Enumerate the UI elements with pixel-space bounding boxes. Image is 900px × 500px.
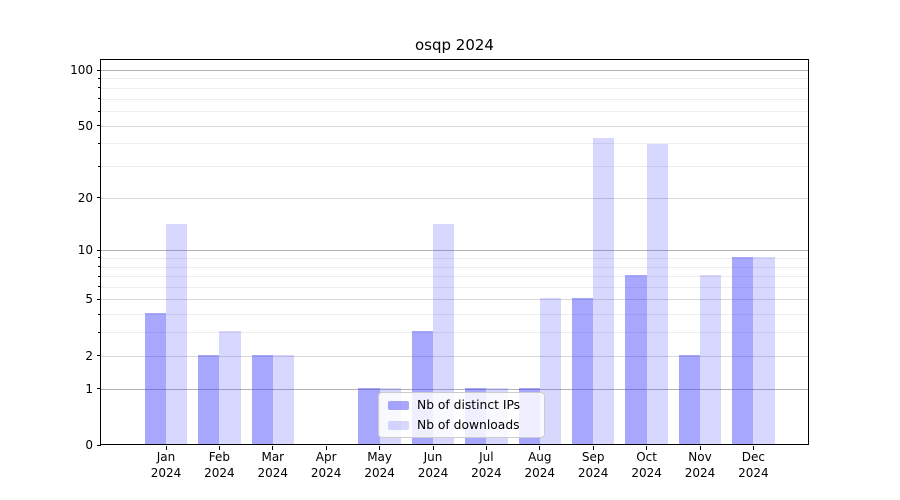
y-tick-mark-0 — [96, 444, 101, 446]
y-tick-label-1: 1 — [85, 381, 93, 396]
y-minor-tick-mark-90 — [98, 77, 101, 79]
bar-sep-2024-distinct-ips — [571, 298, 594, 444]
gridline-100 — [101, 70, 808, 71]
legend-label-downloads: Nb of downloads — [417, 418, 520, 432]
y-tick-mark-100 — [96, 69, 101, 71]
x-tick-mark-nov — [699, 446, 701, 450]
y-tick-label-2: 2 — [85, 348, 93, 363]
x-tick-mark-may — [379, 446, 381, 450]
x-tick-mark-jan — [165, 446, 167, 450]
bar-mar-2024-distinct-ips — [251, 354, 273, 444]
gridline-9 — [101, 257, 808, 259]
gridline-80 — [101, 87, 808, 89]
bar-feb-2024-distinct-ips — [198, 354, 220, 444]
x-tick-label-jan-2024: Jan 2024 — [150, 450, 182, 480]
legend: Nb of distinct IPs Nb of downloads — [378, 392, 545, 438]
x-tick-mark-apr — [325, 446, 327, 450]
y-tick-mark-2 — [96, 355, 101, 357]
plot-area — [100, 59, 809, 445]
x-tick-label-aug-2024: Aug 2024 — [524, 450, 556, 480]
y-tick-label-5: 5 — [85, 292, 93, 307]
bar-may-2024-distinct-ips — [358, 387, 380, 444]
y-tick-mark-10 — [96, 249, 101, 251]
gridline-5 — [101, 299, 808, 301]
gridline-20 — [101, 197, 808, 199]
bar-feb-2024-downloads — [219, 331, 241, 444]
y-tick-mark-50 — [96, 125, 101, 126]
x-tick-mark-feb — [218, 446, 220, 450]
y-minor-tick-mark-3 — [98, 331, 101, 333]
y-tick-label-0: 0 — [85, 438, 93, 452]
x-tick-mark-jun — [432, 446, 434, 450]
x-tick-label-jul-2024: Jul 2024 — [471, 450, 502, 480]
gridline-10 — [101, 250, 808, 252]
gridline-40 — [101, 143, 808, 145]
y-minor-tick-mark-60 — [98, 110, 101, 112]
x-tick-mark-jul — [485, 446, 487, 450]
x-tick-label-jun-2024: Jun 2024 — [417, 450, 449, 480]
x-tick-label-nov-2024: Nov 2024 — [684, 450, 716, 480]
x-tick-label-oct-2024: Oct 2024 — [631, 450, 662, 480]
gridline-4 — [101, 314, 808, 316]
gridline-8 — [101, 266, 808, 268]
x-tick-label-feb-2024: Feb 2024 — [204, 450, 235, 480]
bar-jan-2024-downloads — [166, 223, 188, 444]
gridline-1 — [101, 388, 808, 390]
x-tick-label-sep-2024: Sep 2024 — [577, 450, 609, 480]
y-minor-tick-mark-9 — [98, 257, 101, 259]
x-tick-label-mar-2024: Mar 2024 — [257, 450, 289, 480]
legend-item-distinct-ips: Nb of distinct IPs — [379, 397, 544, 414]
gridline-3 — [101, 332, 808, 334]
legend-swatch-distinct-ips — [388, 400, 409, 410]
x-tick-label-dec-2024: Dec 2024 — [738, 450, 769, 480]
y-minor-tick-mark-4 — [98, 313, 101, 315]
gridline-30 — [101, 166, 808, 167]
gridline-60 — [101, 111, 808, 112]
bar-jun-2024-downloads — [433, 223, 455, 444]
y-tick-mark-20 — [96, 197, 101, 199]
x-tick-mark-aug — [539, 446, 541, 450]
y-minor-tick-mark-80 — [98, 87, 101, 89]
y-minor-tick-mark-40 — [98, 142, 101, 144]
bar-aug-2024-downloads — [539, 298, 562, 444]
x-tick-mark-mar — [272, 446, 274, 450]
bar-oct-2024-distinct-ips — [625, 275, 647, 444]
x-tick-mark-dec — [752, 446, 754, 450]
y-minor-tick-mark-30 — [98, 165, 101, 167]
gridline-90 — [101, 78, 808, 80]
y-tick-label-10: 10 — [77, 243, 93, 258]
y-minor-tick-mark-8 — [98, 266, 101, 267]
y-tick-label-100: 100 — [70, 63, 93, 77]
legend-swatch-downloads — [388, 420, 409, 430]
bar-dec-2024-downloads — [753, 256, 775, 444]
y-tick-label-50: 50 — [77, 118, 93, 133]
legend-item-downloads: Nb of downloads — [379, 417, 544, 434]
bar-oct-2024-downloads — [646, 144, 668, 444]
y-tick-mark-1 — [96, 388, 101, 390]
bar-nov-2024-downloads — [700, 275, 722, 444]
gridline-6 — [101, 286, 808, 288]
y-minor-tick-mark-6 — [98, 286, 101, 288]
bar-mar-2024-downloads — [272, 354, 295, 444]
gridline-7 — [101, 276, 808, 277]
gridline-70 — [101, 98, 808, 100]
bar-jan-2024-distinct-ips — [144, 313, 166, 444]
y-minor-tick-mark-70 — [98, 98, 101, 100]
gridline-50 — [101, 125, 808, 127]
bar-dec-2024-distinct-ips — [732, 256, 754, 444]
x-tick-mark-oct — [646, 446, 648, 450]
bar-nov-2024-distinct-ips — [678, 354, 700, 444]
legend-label-distinct-ips: Nb of distinct IPs — [417, 398, 521, 412]
y-tick-mark-5 — [96, 298, 101, 300]
chart-title: osqp 2024 — [415, 36, 494, 54]
x-tick-label-may-2024: May 2024 — [364, 450, 395, 480]
x-tick-mark-sep — [592, 446, 594, 450]
x-tick-label-apr-2024: Apr 2024 — [310, 450, 342, 480]
gridline-2 — [101, 355, 808, 357]
y-tick-label-20: 20 — [77, 190, 93, 205]
y-minor-tick-mark-7 — [98, 275, 101, 277]
bar-sep-2024-downloads — [593, 138, 615, 444]
